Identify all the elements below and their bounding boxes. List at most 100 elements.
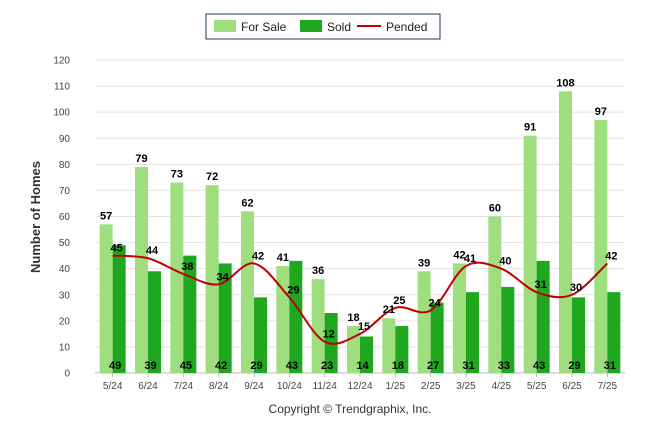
sold-bar [148, 271, 161, 373]
for-sale-value-label: 72 [206, 171, 218, 183]
sold-value-label: 27 [427, 360, 439, 372]
sold-value-label: 29 [568, 360, 580, 372]
for-sale-value-label: 73 [171, 169, 183, 181]
legend-label-pended: Pended [386, 20, 427, 34]
y-tick-label: 20 [59, 316, 71, 327]
x-tick-label: 3/25 [456, 381, 476, 392]
for-sale-bar [488, 216, 502, 373]
x-tick-label: 12/24 [347, 381, 372, 392]
sold-value-label: 49 [109, 360, 121, 372]
pended-value-label: 42 [252, 250, 264, 262]
pended-value-label: 42 [605, 250, 617, 262]
x-tick-label: 4/25 [492, 381, 512, 392]
copyright-text: Copyright © Trendgraphix, Inc. [269, 402, 432, 416]
for-sale-value-label: 36 [312, 265, 324, 277]
for-sale-bar [594, 119, 608, 373]
x-axis: 5/24 6/24 7/24 8/24 9/24 10/24 11/24 12/24 1/25 2… [103, 373, 618, 392]
data-labels: 57 49 79 39 73 45 72 42 62 29 41 43 36 23 18 14 21 18 39 27… [100, 77, 617, 372]
x-tick-label: 9/24 [244, 381, 264, 392]
pended-value-label: 15 [358, 321, 370, 333]
legend-label-for-sale: For Sale [241, 20, 287, 34]
x-tick-label: 6/25 [562, 381, 582, 392]
sold-bar [183, 255, 197, 373]
x-tick-label: 7/25 [598, 381, 618, 392]
y-tick-label: 50 [59, 238, 71, 249]
sold-value-label: 33 [498, 360, 510, 372]
for-sale-bar [523, 135, 537, 373]
legend-swatch-for-sale [214, 20, 236, 32]
pended-value-label: 41 [464, 253, 476, 265]
for-sale-value-label: 91 [524, 122, 536, 134]
pended-value-label: 25 [393, 295, 405, 307]
legend-swatch-sold [300, 20, 322, 32]
for-sale-bar [382, 318, 396, 373]
x-tick-label: 5/25 [527, 381, 547, 392]
sold-bar [395, 326, 409, 373]
y-tick-label: 30 [59, 290, 71, 301]
sold-bar [360, 336, 373, 373]
for-sale-bar [241, 211, 254, 373]
sold-bar [430, 302, 444, 373]
sold-value-label: 45 [180, 360, 192, 372]
legend: For Sale Sold Pended [205, 13, 441, 40]
sold-value-label: 39 [144, 360, 156, 372]
x-tick-label: 8/24 [209, 381, 229, 392]
sold-bar [501, 286, 515, 373]
y-axis-title: Number of Homes [28, 161, 43, 273]
for-sale-bar [453, 263, 466, 373]
for-sale-value-label: 97 [595, 106, 607, 118]
x-tick-label: 1/25 [386, 381, 406, 392]
y-tick-label: 0 [64, 369, 70, 380]
y-tick-label: 60 [59, 212, 71, 223]
sold-bar [289, 260, 303, 373]
y-tick-label: 70 [59, 186, 71, 197]
sold-value-label: 43 [533, 360, 545, 372]
sold-bar [254, 297, 267, 373]
sold-value-label: 43 [286, 360, 298, 372]
pended-line-path [112, 254, 609, 345]
sold-bar [536, 260, 550, 373]
pended-value-label: 44 [146, 245, 159, 257]
for-sale-value-label: 60 [489, 203, 501, 215]
for-sale-value-label: 108 [556, 77, 574, 89]
legend-label-sold: Sold [327, 20, 351, 34]
sold-value-label: 29 [250, 360, 262, 372]
for-sale-bar [417, 271, 431, 373]
pended-line [112, 254, 609, 345]
y-tick-label: 100 [53, 108, 70, 119]
y-tick-label: 110 [54, 82, 70, 93]
for-sale-value-label: 21 [383, 304, 395, 316]
x-tick-label: 6/24 [138, 381, 158, 392]
x-tick-label: 2/25 [421, 381, 441, 392]
pended-value-label: 34 [217, 271, 230, 283]
x-tick-label: 7/24 [174, 381, 194, 392]
for-sale-bar [135, 166, 148, 373]
y-tick-label: 120 [53, 56, 70, 67]
x-tick-label: 11/24 [313, 381, 338, 392]
for-sale-bar [99, 224, 113, 373]
sold-value-label: 31 [462, 360, 474, 372]
pended-value-label: 24 [429, 297, 442, 309]
pended-value-label: 40 [499, 256, 511, 268]
y-tick-label: 80 [59, 160, 71, 171]
pended-value-label: 30 [570, 282, 582, 294]
for-sale-value-label: 41 [277, 252, 289, 264]
pended-value-label: 29 [287, 284, 299, 296]
y-axis: 0 10 20 30 40 50 60 70 80 90 100 110 120 [53, 56, 70, 380]
for-sale-bar [205, 185, 219, 373]
for-sale-value-label: 42 [453, 249, 465, 261]
for-sale-bar [311, 279, 325, 373]
sold-value-label: 23 [321, 360, 333, 372]
pended-value-label: 12 [323, 329, 335, 341]
x-tick-label: 10/24 [277, 381, 302, 392]
sold-bar [607, 292, 621, 373]
for-sale-value-label: 79 [135, 153, 147, 165]
for-sale-bar [170, 182, 184, 373]
for-sale-bar [276, 266, 290, 373]
bars [99, 91, 621, 374]
sold-value-label: 18 [392, 360, 404, 372]
sold-bar [112, 245, 126, 373]
for-sale-value-label: 39 [418, 257, 430, 269]
x-tick-label: 5/24 [103, 381, 123, 392]
